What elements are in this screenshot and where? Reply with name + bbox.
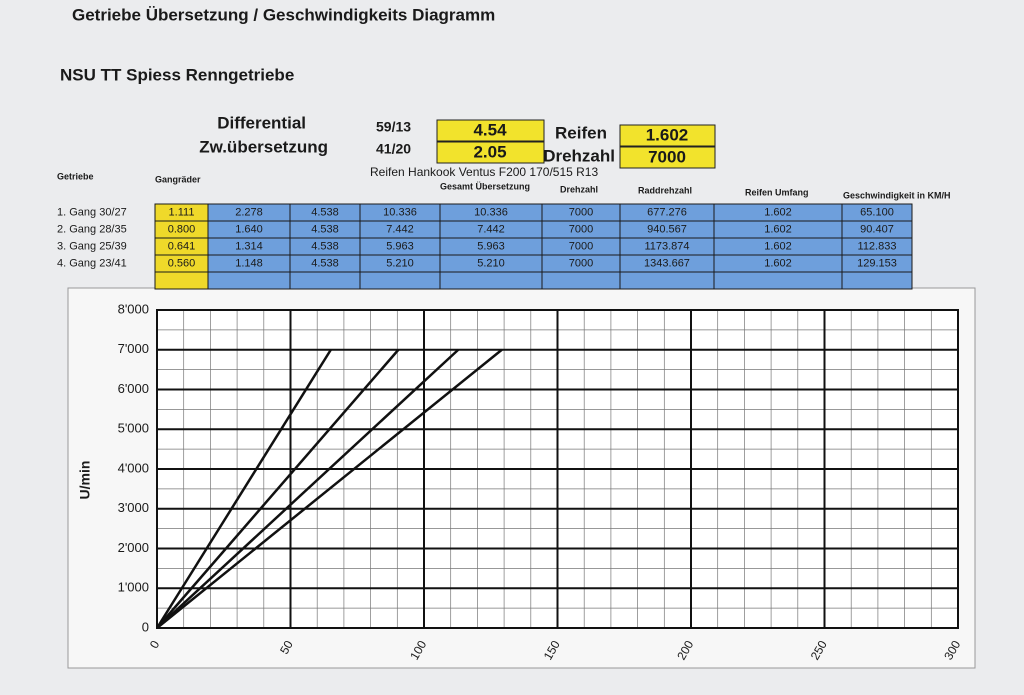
table-value: 1.602 xyxy=(764,206,792,218)
column-header: Getriebe xyxy=(57,171,94,181)
table-value: 7.442 xyxy=(386,223,414,235)
y-tick-label: 5'000 xyxy=(118,421,149,436)
y-tick-label: 6'000 xyxy=(118,381,149,396)
table-cell xyxy=(841,271,913,290)
param-ratio: 59/13 xyxy=(376,119,411,135)
table-cell xyxy=(619,271,715,290)
param-value: 7000 xyxy=(648,147,686,166)
table-cell xyxy=(713,271,843,290)
table-value: 1.111 xyxy=(169,206,195,218)
param-box xyxy=(436,119,545,142)
row-label: 3. Gang 25/39 xyxy=(57,240,127,252)
table-value: 1.314 xyxy=(235,240,263,252)
table-cell xyxy=(289,271,361,290)
param-value: 1.602 xyxy=(646,125,689,144)
table-value: 10.336 xyxy=(474,206,508,218)
param-value: 2.05 xyxy=(473,142,506,161)
table-value: 940.567 xyxy=(647,223,687,235)
table-value: 4.538 xyxy=(311,257,339,269)
table-cell xyxy=(207,271,291,290)
table-value: 90.407 xyxy=(860,223,894,235)
y-tick-label: 7'000 xyxy=(118,341,149,356)
series-line xyxy=(156,348,400,629)
row-label: 4. Gang 23/41 xyxy=(57,257,127,269)
y-tick-label: 8'000 xyxy=(118,301,149,316)
column-header: Gangräder xyxy=(155,174,201,184)
title: Getriebe Übersetzung / Geschwindigkeits … xyxy=(72,5,495,24)
column-header: Reifen Umfang xyxy=(745,187,809,197)
table-value: 10.336 xyxy=(383,206,417,218)
param-box xyxy=(436,141,545,164)
column-header: Raddrehzahl xyxy=(638,185,692,195)
table-value: 0.560 xyxy=(168,257,196,269)
chart: 0 1'000 2'000 3'000 4'000 5'000 6'000 7'000 8'00… xyxy=(77,301,964,662)
param-label: Reifen xyxy=(555,123,607,142)
table-value: 7000 xyxy=(569,240,593,252)
param-label: Zw.übersetzung xyxy=(199,137,328,156)
series-line xyxy=(156,348,460,629)
param-value: 4.54 xyxy=(473,120,507,139)
table-value: 1343.667 xyxy=(644,257,690,269)
table-value: 4.538 xyxy=(311,223,339,235)
table-value: 1.148 xyxy=(235,257,263,269)
table-value: 65.100 xyxy=(860,206,894,218)
table-value: 1.640 xyxy=(235,223,263,235)
y-tick-label: 4'000 xyxy=(118,460,149,475)
table-value: 7000 xyxy=(569,223,593,235)
param-ratio: 41/20 xyxy=(376,141,411,157)
param-box xyxy=(619,146,716,169)
table-value: 5.210 xyxy=(386,257,414,269)
table-value: 0.641 xyxy=(168,240,196,252)
param-label: Drehzahl xyxy=(543,146,615,165)
table-value: 5.210 xyxy=(477,257,505,269)
table-value: 1.602 xyxy=(764,257,792,269)
column-header: Gesamt Übersetzung xyxy=(440,181,530,191)
subtitle: NSU TT Spiess Renngetriebe xyxy=(60,65,294,84)
series-line xyxy=(155,349,332,629)
table-value: 112.833 xyxy=(858,240,897,252)
y-tick-label: 3'000 xyxy=(118,500,149,515)
column-header: Geschwindigkeit in KM/H xyxy=(843,190,951,200)
y-tick-label: 0 xyxy=(142,619,149,634)
table-value: 7000 xyxy=(569,206,593,218)
x-tick-label: 50 xyxy=(277,638,296,657)
table-value: 0.800 xyxy=(168,223,196,235)
column-header: Drehzahl xyxy=(560,184,598,194)
table-value: 5.963 xyxy=(477,240,505,252)
param-label: Differential xyxy=(217,113,306,132)
table-cell xyxy=(359,271,441,290)
table-value: 5.963 xyxy=(386,240,414,252)
table-value: 1.602 xyxy=(764,240,792,252)
table-cell xyxy=(439,271,543,290)
table-cell xyxy=(541,271,621,290)
table-value: 129.153 xyxy=(857,257,897,269)
tire-note: Reifen Hankook Ventus F200 170/515 R13 xyxy=(370,165,598,179)
table-value: 2.278 xyxy=(235,206,263,218)
table-value: 7.442 xyxy=(477,223,505,235)
row-label: 2. Gang 28/35 xyxy=(57,223,127,235)
table-cell xyxy=(154,271,209,290)
series-line xyxy=(156,348,503,629)
table-value: 1173.874 xyxy=(644,240,689,252)
table-value: 677.276 xyxy=(647,206,687,218)
param-box xyxy=(619,124,716,147)
row-label: 1. Gang 30/27 xyxy=(57,206,127,218)
table-value: 4.538 xyxy=(311,206,339,218)
table-value: 1.602 xyxy=(764,223,792,235)
table-value: 7000 xyxy=(569,257,593,269)
y-axis-label: U/min xyxy=(77,461,93,500)
table: Getriebe Gangräder Gesamt Übersetzung Drehz… xyxy=(57,171,951,290)
table-value: 4.538 xyxy=(311,240,339,252)
y-tick-label: 2'000 xyxy=(118,540,149,555)
y-tick-label: 1'000 xyxy=(118,580,149,595)
